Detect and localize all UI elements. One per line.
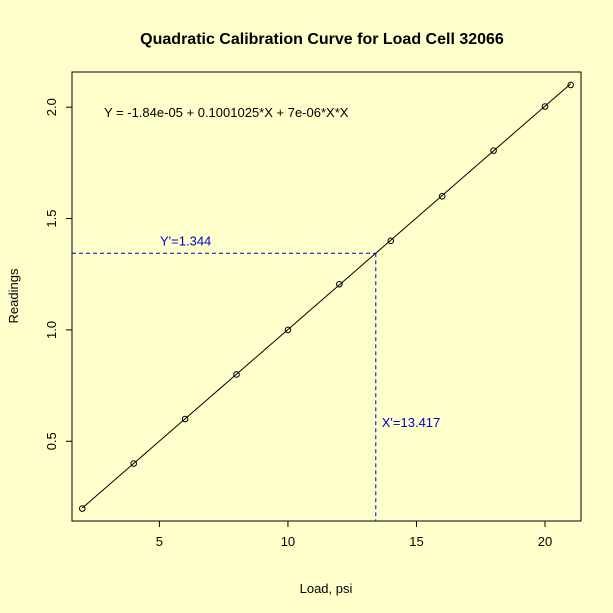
data-point xyxy=(387,237,395,245)
y-tick-label: 1.0 xyxy=(44,321,59,339)
data-point xyxy=(336,280,343,288)
data-point xyxy=(233,371,240,378)
fit-equation-text: Y = -1.84e-05 + 0.1001025*X + 7e-06*X*X xyxy=(104,105,349,120)
data-point xyxy=(438,192,446,200)
series-layer xyxy=(78,81,575,512)
x-tick-label: 20 xyxy=(538,534,552,549)
y-tick-label: 2.0 xyxy=(44,98,59,116)
x-tick-label: 15 xyxy=(409,534,423,549)
axes-layer: 5 10 15 20 0.5 1.0 1.5 2.0 xyxy=(44,98,552,549)
data-point xyxy=(567,81,575,89)
data-point xyxy=(284,326,292,334)
plot-area-frame xyxy=(71,71,582,522)
chart-title: Quadratic Calibration Curve for Load Cel… xyxy=(140,31,504,48)
data-point xyxy=(130,460,137,467)
y-tick-label: 1.5 xyxy=(44,210,59,228)
data-point xyxy=(490,147,497,154)
y-tick-label: 0.5 xyxy=(44,432,59,450)
x-axis-title: Load, psi xyxy=(300,581,353,596)
fit-curve xyxy=(81,83,572,509)
data-point xyxy=(541,103,549,110)
data-point xyxy=(78,505,86,512)
y-prime-label: Y'=1.344 xyxy=(160,233,211,248)
data-point xyxy=(181,415,189,423)
x-tick-label: 5 xyxy=(156,534,163,549)
x-tick-label: 10 xyxy=(281,534,295,549)
y-axis-title: Readings xyxy=(6,268,21,323)
annotation-layer: Y'=1.344 X'=13.417 xyxy=(72,233,440,521)
x-prime-label: X'=13.417 xyxy=(382,415,441,430)
